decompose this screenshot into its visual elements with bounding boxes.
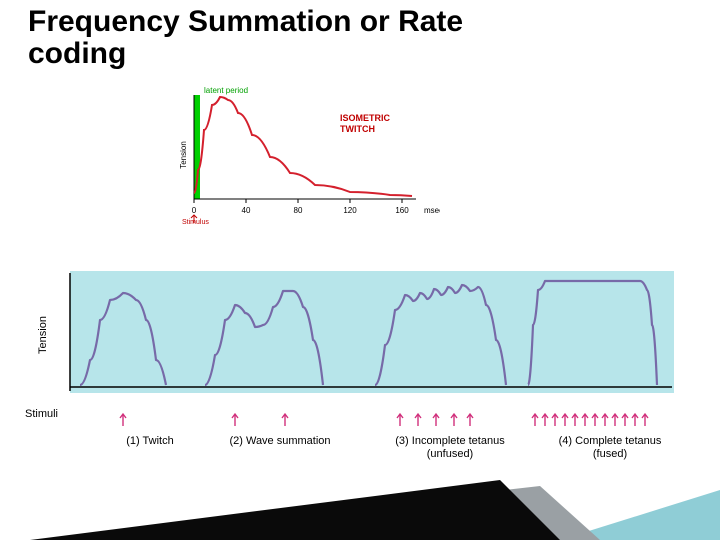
- svg-text:160: 160: [395, 206, 409, 215]
- svg-text:40: 40: [242, 206, 251, 215]
- svg-text:0: 0: [192, 206, 197, 215]
- panel-label: (1) Twitch: [90, 435, 210, 448]
- page-title: Frequency Summation or Rate coding: [28, 6, 463, 69]
- title-line-2: coding: [28, 37, 126, 70]
- panel-label: (2) Wave summation: [205, 435, 355, 448]
- panel-label: (3) Incomplete tetanus(unfused): [370, 435, 530, 461]
- title-line-1: Frequency Summation or Rate: [28, 5, 463, 38]
- svg-text:TWITCH: TWITCH: [340, 124, 375, 134]
- summation-panel: Tension Stimuli (1) Twitch(2) Wave summa…: [30, 265, 680, 475]
- panel-labels-row: (1) Twitch(2) Wave summation (3) Incomple…: [30, 435, 680, 475]
- svg-text:80: 80: [294, 206, 303, 215]
- isometric-twitch-chart: 0 40 80 120 160 msec Tension latent period ISOME…: [180, 75, 440, 225]
- summation-chart: Tension: [30, 265, 680, 405]
- svg-text:latent period: latent period: [204, 86, 248, 95]
- svg-text:120: 120: [343, 206, 357, 215]
- svg-text:Tension: Tension: [180, 141, 188, 169]
- stimuli-arrows: [30, 410, 680, 430]
- panel-label: (4) Complete tetanus(fused): [535, 435, 685, 461]
- svg-text:msec: msec: [424, 206, 440, 215]
- stimuli-axis-label: Stimuli: [25, 408, 58, 420]
- svg-text:ISOMETRIC: ISOMETRIC: [340, 113, 391, 123]
- svg-text:Tension: Tension: [37, 316, 49, 354]
- svg-text:Stimulus: Stimulus: [182, 219, 209, 225]
